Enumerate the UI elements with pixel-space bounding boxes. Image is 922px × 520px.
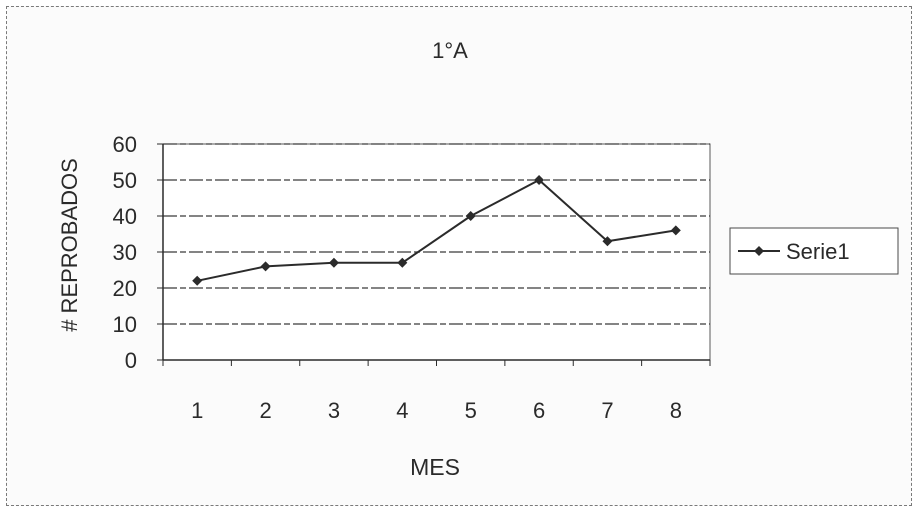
x-tick-label: 4 — [396, 398, 408, 423]
y-tick-label: 0 — [125, 348, 137, 373]
data-point — [192, 275, 203, 286]
x-tick-label: 8 — [670, 398, 682, 423]
data-point — [534, 175, 545, 185]
x-tick-label: 3 — [328, 398, 340, 423]
x-tick-label: 2 — [259, 398, 271, 423]
series-line-serie1 — [196, 179, 676, 282]
data-point — [260, 261, 271, 272]
x-tick-label: 5 — [465, 398, 477, 423]
legend-marker — [754, 246, 764, 256]
y-tick-label: 60 — [113, 132, 137, 157]
data-point — [328, 257, 339, 268]
legend-label-serie1: Serie1 — [786, 239, 850, 264]
data-point — [670, 225, 681, 236]
y-axis-label: # REPROBADOS — [57, 158, 82, 332]
y-tick-label: 20 — [113, 276, 137, 301]
x-axis-label: MES — [410, 454, 460, 480]
series-line — [196, 179, 676, 282]
x-tick-label: 7 — [601, 398, 613, 423]
legend: Serie1 — [729, 227, 899, 275]
x-tick-labels: 1 2 3 4 5 6 7 8 — [191, 398, 682, 423]
data-points — [192, 175, 681, 286]
y-tick-label: 10 — [113, 312, 137, 337]
y-tick-label: 50 — [113, 168, 137, 193]
data-point — [602, 236, 613, 247]
axes — [157, 143, 711, 366]
data-point — [397, 257, 408, 268]
y-tick-label: 40 — [113, 204, 137, 229]
data-point — [465, 211, 476, 221]
y-tick-labels: 0 10 20 30 40 50 60 — [113, 132, 137, 373]
x-tick-label: 6 — [533, 398, 545, 423]
x-tick-label: 1 — [191, 398, 203, 423]
chart-title: 1°A — [432, 38, 468, 63]
grid-lines — [163, 143, 710, 325]
y-tick-label: 30 — [113, 240, 137, 265]
